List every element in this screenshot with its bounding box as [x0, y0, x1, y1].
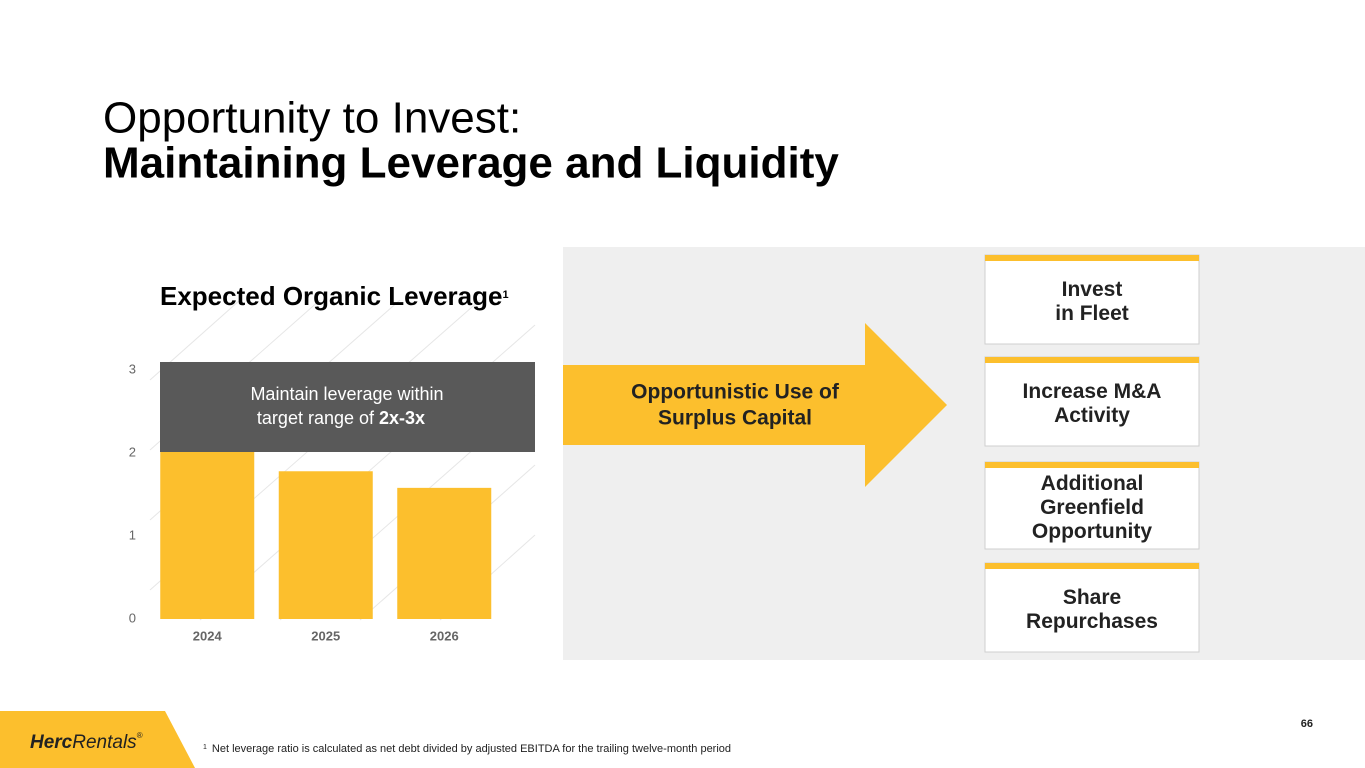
option-box: [984, 254, 1200, 345]
annotation-line: Maintain leverage within: [250, 384, 443, 404]
option-text: Additional: [1041, 472, 1144, 495]
y-tick-label: 3: [129, 361, 136, 376]
option-text: Repurchases: [1026, 610, 1158, 633]
option-accent: [985, 563, 1199, 569]
annotation-bold: 2x-3x: [379, 408, 425, 428]
annotation: Maintain leverage within: [250, 384, 443, 404]
y-tick-label: 2: [129, 444, 136, 459]
option-box: [984, 461, 1200, 550]
annotation: target range of 2x-3x: [257, 408, 425, 428]
arrow: [563, 323, 947, 487]
option-text: in Fleet: [1055, 302, 1129, 325]
option-text: Greenfield: [1040, 496, 1144, 519]
bar: [278, 471, 373, 619]
option-accent: [985, 357, 1199, 363]
option-box: [984, 356, 1200, 447]
bar: [160, 446, 255, 619]
x-tick-label: 2026: [430, 628, 459, 643]
y-tick-label: 0: [129, 610, 136, 625]
chart-title: Expected Organic Leverage1: [160, 281, 509, 311]
option-text: Opportunity: [1032, 520, 1152, 543]
logo: HercRentals®: [30, 731, 143, 753]
target-range: [160, 362, 535, 452]
option-accent: [985, 462, 1199, 468]
footnote: 1 Net leverage ratio is calculated as net…: [203, 743, 731, 755]
bar: [397, 487, 492, 619]
panel: [563, 247, 1365, 660]
y-tick-label: 1: [129, 527, 136, 542]
page-number: 66: [1301, 718, 1313, 730]
slide-title: Opportunity to Invest:: [103, 94, 521, 143]
x-tick-label: 2025: [311, 628, 340, 643]
option-text: Share: [1063, 586, 1121, 609]
option-text: Invest: [1062, 278, 1123, 301]
option-text: Increase M&A: [1023, 380, 1162, 403]
option-accent: [985, 255, 1199, 261]
option-text: Activity: [1054, 404, 1130, 427]
slide-subtitle: Maintaining Leverage and Liquidity: [103, 139, 839, 188]
arrow-text: Surplus Capital: [658, 407, 812, 430]
annotation-line: target range of: [257, 408, 375, 428]
arrow-text: Opportunistic Use of: [631, 381, 840, 404]
footer-band: [0, 711, 195, 768]
x-tick-label: 2024: [193, 628, 223, 643]
